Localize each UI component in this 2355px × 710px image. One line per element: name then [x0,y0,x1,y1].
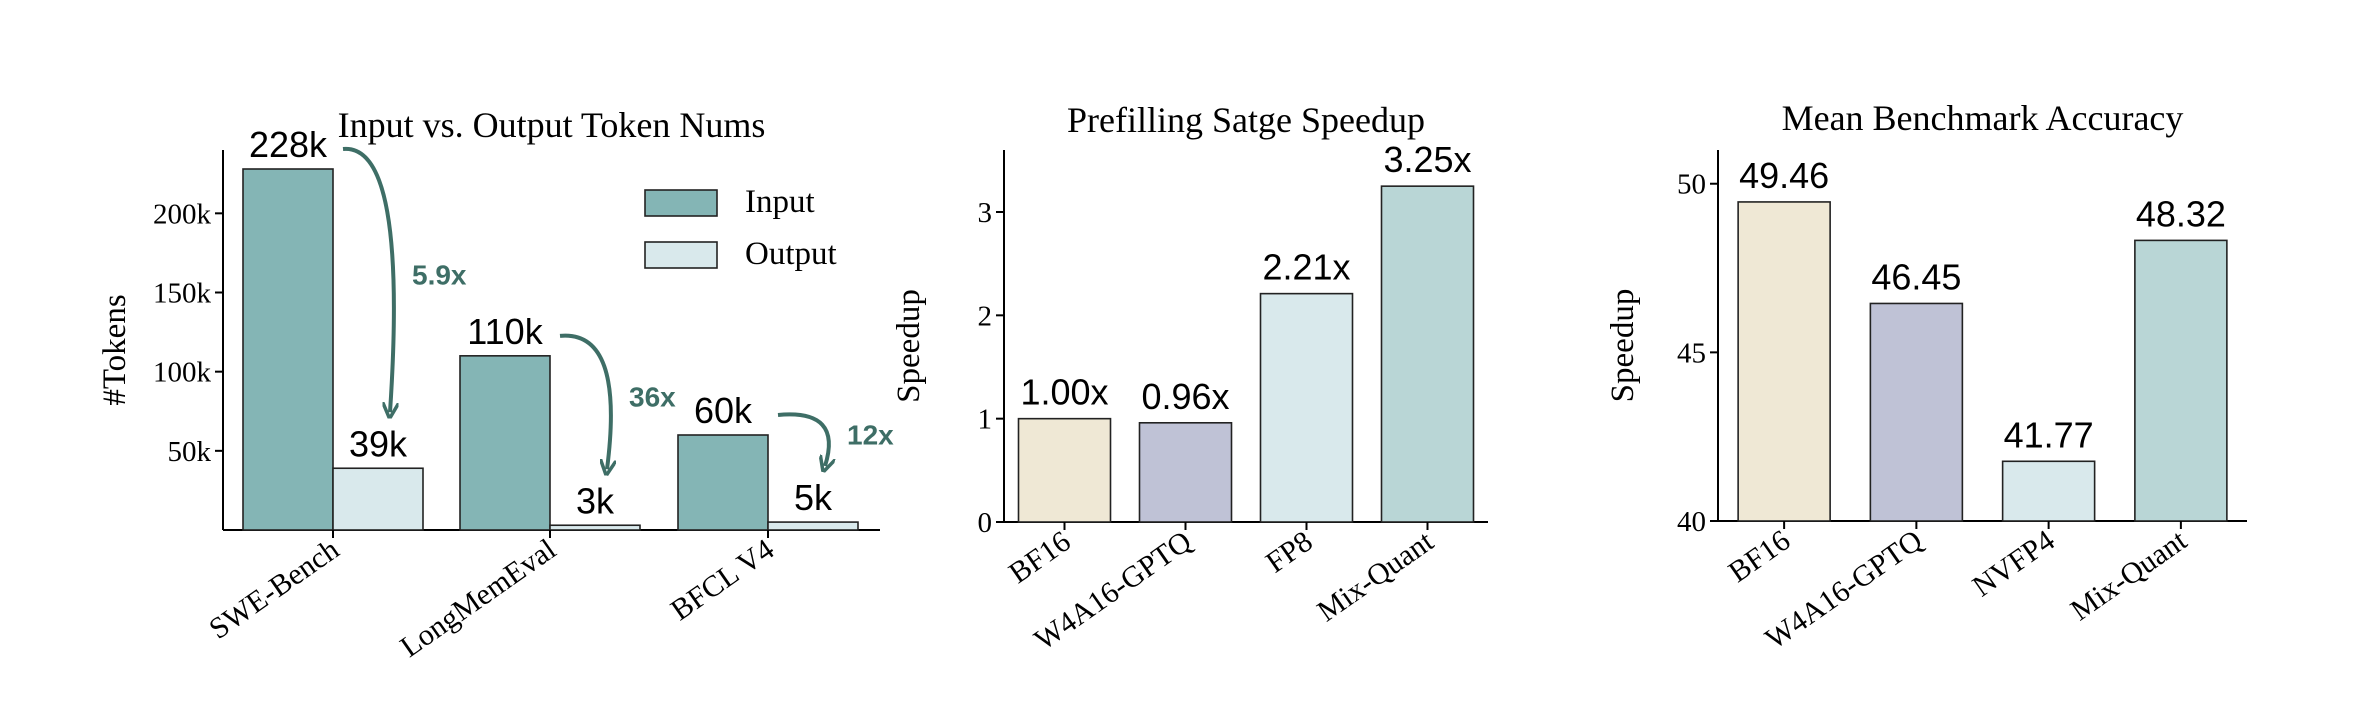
bar-value-label: 49.46 [1739,155,1829,196]
bar-value-label-output: 39k [349,423,408,464]
x-tick-label: FP8 [1260,525,1319,580]
x-tick-label: LongMemEval [394,533,562,664]
legend-label-input: Input [745,184,815,220]
y-tick-label: 3 [978,197,993,229]
bar-input [459,355,551,531]
x-tick-label: BFCL V4 [665,533,780,627]
x-tick-label: BF16 [1003,525,1077,590]
bar-value-label: 0.96x [1141,376,1229,417]
ratio-arrow [777,412,829,466]
legend-swatch-output [644,241,718,269]
y-tick-label: 40 [1677,506,1706,538]
y-tick-label: 100k [153,357,212,389]
bar-value-label-output: 5k [794,477,833,518]
bar-input [242,168,334,531]
bar-value-label: 48.32 [2136,193,2226,234]
y-axis-label: Speedup [1605,289,1641,403]
x-tick-label: SWE-Bench [203,533,345,646]
bar-value-label: 46.45 [1871,256,1961,297]
ratio-label: 5.9x [412,260,467,291]
y-tick-label: 150k [153,278,212,310]
chart-title: Mean Benchmark Accuracy [1782,98,2184,138]
bar [2001,460,2096,522]
chart-title: Prefilling Satge Speedup [1067,100,1425,140]
y-tick-label: 50 [1677,169,1706,201]
y-tick-label: 45 [1677,337,1706,369]
bar-value-label: 41.77 [2004,414,2094,455]
bar-value-label-input: 60k [694,390,753,431]
bar-value-label-input: 110k [467,311,543,352]
bar [1380,185,1475,523]
ratio-label: 36x [629,382,676,413]
y-axis-label: Speedup [891,289,927,403]
bar-input [677,434,769,531]
chart-prefill-speedup: Prefilling Satge Speedup Speedup 0 1 2 3 1.00x… [891,100,1488,657]
x-tick-label: BF16 [1723,524,1797,589]
chart-benchmark-accuracy: Mean Benchmark Accuracy Speedup 40 45 50 49.4… [1605,98,2247,656]
x-tick-label: Mix-Quant [1311,524,1440,628]
bar-value-label-output: 3k [576,480,615,521]
y-tick-label: 2 [978,300,993,332]
bar [1017,417,1112,523]
bar-output [332,467,424,531]
bar [2134,239,2228,522]
bar-output [549,524,641,531]
x-tick-label: NVFP4 [1967,524,2061,604]
legend-label-output: Output [745,236,837,272]
y-tick-label: 50k [168,436,212,468]
ratio-arrow [559,333,611,470]
bar [1869,302,1964,522]
bar-value-label: 2.21x [1262,247,1350,288]
ratio-arrow [342,146,394,412]
y-tick-label: 200k [153,198,212,230]
y-tick-label: 0 [978,507,993,539]
bar [1737,201,1831,522]
bar [1138,421,1233,523]
bar-value-label: 3.25x [1383,139,1471,180]
ratio-label: 12x [847,420,894,451]
chart-title: Input vs. Output Token Nums [338,105,766,145]
chart-token-nums: Input vs. Output Token Nums #Tokens 50k 100… [97,105,894,664]
legend-swatch-input [644,189,718,217]
y-tick-label: 1 [978,404,993,436]
y-axis-label: #Tokens [97,294,133,405]
x-tick-label: Mix-Quant [2065,523,2194,627]
bar [1259,292,1354,523]
bar-value-label-input: 228k [249,124,328,165]
bar-value-label: 1.00x [1020,372,1108,413]
bar-output [767,521,859,531]
